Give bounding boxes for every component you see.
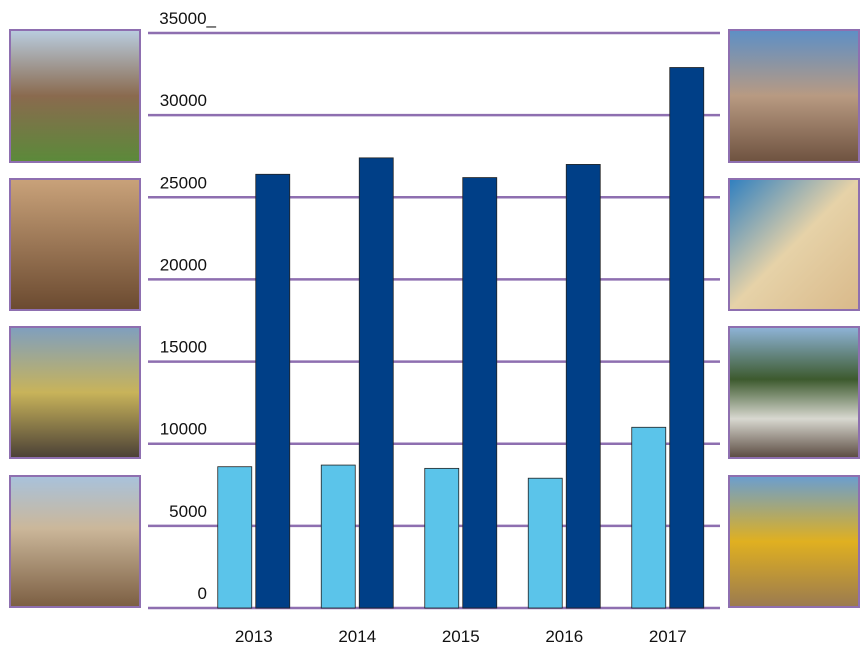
- bar: [320, 464, 356, 609]
- bar: [565, 164, 601, 609]
- y-tick-label: 25000: [160, 173, 207, 192]
- photo: [9, 178, 141, 311]
- photo: [728, 326, 860, 459]
- x-tick-label: 2017: [649, 627, 687, 645]
- photo: [9, 29, 141, 163]
- y-tick-label: 5000: [169, 502, 207, 521]
- y-tick-label: 30000: [160, 91, 207, 110]
- bar: [358, 157, 394, 609]
- bar: [631, 426, 667, 609]
- y-tick-label: 10000: [160, 420, 207, 439]
- y-tick-label: 0: [198, 584, 207, 603]
- bar: [669, 67, 705, 609]
- x-tick-label: 2015: [442, 627, 480, 645]
- bar: [217, 466, 253, 609]
- y-tick-label: 35000_: [159, 9, 216, 28]
- photo: [9, 326, 141, 459]
- x-tick-label: 2014: [338, 627, 376, 645]
- bar: [462, 177, 498, 609]
- photo: [728, 178, 860, 311]
- photo: [9, 475, 141, 608]
- x-tick-label: 2013: [235, 627, 273, 645]
- y-tick-label: 20000: [160, 255, 207, 274]
- y-tick-label: 15000: [160, 338, 207, 357]
- photo: [728, 475, 860, 608]
- photo: [728, 29, 860, 163]
- bar: [255, 173, 291, 609]
- bar: [424, 467, 460, 609]
- x-tick-label: 2016: [545, 627, 583, 645]
- photos: [9, 29, 860, 608]
- bar: [527, 477, 563, 609]
